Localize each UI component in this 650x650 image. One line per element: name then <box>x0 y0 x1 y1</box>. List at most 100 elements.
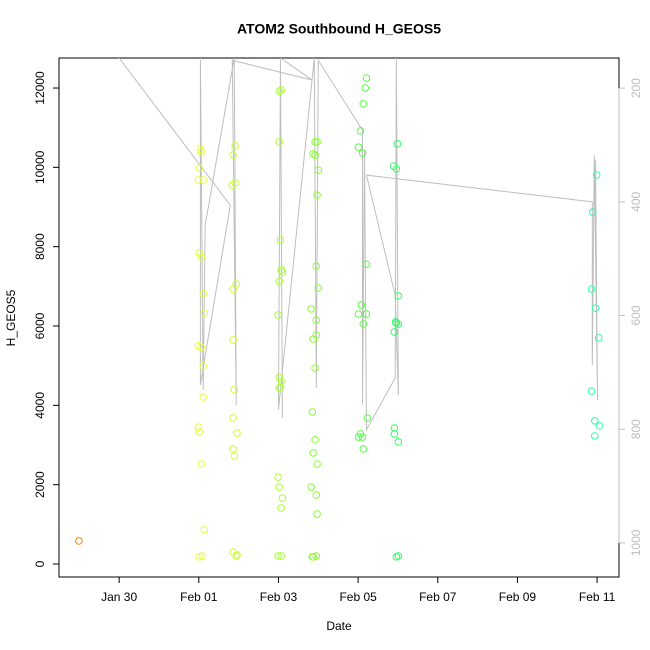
point <box>199 290 207 298</box>
point <box>312 491 321 499</box>
point <box>362 310 371 318</box>
point <box>233 429 241 437</box>
point <box>394 438 403 446</box>
point <box>229 336 237 344</box>
point <box>359 445 368 453</box>
point <box>309 335 317 343</box>
point <box>277 552 286 560</box>
y-tick-label: 8000 <box>33 233 47 260</box>
point <box>394 292 403 300</box>
point <box>359 320 368 328</box>
point <box>307 305 315 313</box>
point <box>197 343 205 351</box>
point <box>591 304 600 312</box>
point <box>197 253 205 261</box>
y-tick-label: 2000 <box>33 471 47 498</box>
x-tick-label: Feb 05 <box>339 590 377 604</box>
point <box>194 423 203 431</box>
point <box>354 433 363 441</box>
point <box>356 127 365 135</box>
point <box>276 383 285 391</box>
point <box>274 311 282 319</box>
x-tick-label: Feb 11 <box>579 590 616 604</box>
point <box>354 143 363 151</box>
point <box>195 428 203 436</box>
y2-tick-label: 200 <box>629 78 643 98</box>
point <box>278 494 287 502</box>
point <box>200 309 209 317</box>
y-tick-label: 6000 <box>33 312 47 339</box>
point <box>198 552 207 560</box>
point <box>594 334 603 342</box>
point <box>309 150 317 158</box>
y-tick-label: 4000 <box>33 392 47 419</box>
point <box>275 483 284 491</box>
point <box>394 320 403 328</box>
point <box>199 393 207 401</box>
point <box>195 164 203 172</box>
point <box>313 191 321 199</box>
point <box>311 151 319 159</box>
point <box>277 504 286 512</box>
point <box>274 552 282 560</box>
point <box>595 422 604 430</box>
point <box>195 249 203 257</box>
y-tick-label: 0 <box>33 560 47 567</box>
chart-title: ATOM2 Southbound H_GEOS5 <box>237 21 441 37</box>
point <box>358 433 367 441</box>
x-tick-label: Jan 30 <box>101 590 137 604</box>
x-tick-label: Feb 09 <box>499 590 537 604</box>
point <box>362 260 371 268</box>
point <box>229 285 237 293</box>
point <box>275 87 284 95</box>
point <box>195 553 203 561</box>
point <box>229 414 237 422</box>
point <box>275 138 284 146</box>
point <box>275 277 284 285</box>
point <box>275 373 284 381</box>
point <box>362 74 371 82</box>
point <box>232 552 241 560</box>
y2-tick-label: 600 <box>629 305 643 325</box>
point <box>311 138 319 146</box>
point <box>230 452 239 460</box>
point <box>199 362 207 370</box>
plot-frame <box>58 57 620 578</box>
point <box>588 208 597 216</box>
x-axis-label: Date <box>326 619 352 633</box>
y-tick-label: 12000 <box>33 71 47 105</box>
point <box>314 284 323 292</box>
point <box>363 414 372 422</box>
point <box>276 236 285 244</box>
point <box>233 551 241 559</box>
point <box>230 386 239 394</box>
point <box>311 436 319 444</box>
x-tick-label: Feb 03 <box>260 590 298 604</box>
profile-line <box>118 58 598 432</box>
point <box>313 510 321 518</box>
point <box>311 364 319 372</box>
point <box>277 86 286 94</box>
point <box>308 408 317 416</box>
point <box>314 166 323 174</box>
point <box>358 149 367 157</box>
point <box>274 473 282 481</box>
point <box>228 181 237 190</box>
point <box>194 176 203 184</box>
point <box>275 384 284 392</box>
point <box>278 268 287 276</box>
point <box>393 140 402 148</box>
point <box>587 387 596 395</box>
point <box>359 100 368 108</box>
point <box>392 319 401 327</box>
point <box>200 526 209 534</box>
point <box>197 148 205 156</box>
y-axis-label: H_GEOS5 <box>4 289 18 346</box>
point <box>361 84 370 92</box>
point <box>307 483 315 491</box>
y2-tick-label: 800 <box>629 419 643 439</box>
x-tick-label: Feb 07 <box>419 590 457 604</box>
point <box>312 552 321 560</box>
point <box>199 176 207 184</box>
